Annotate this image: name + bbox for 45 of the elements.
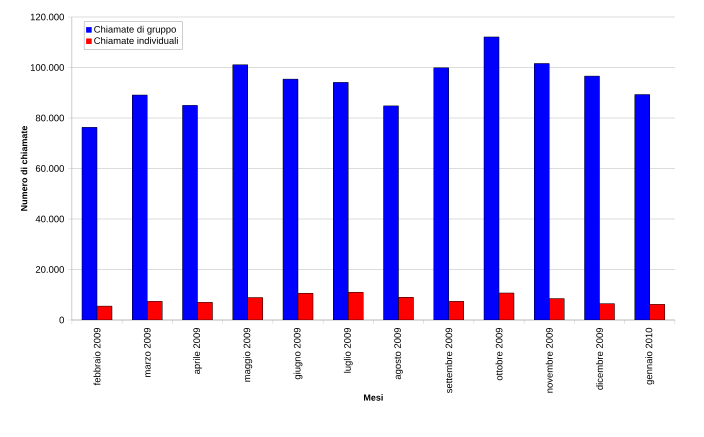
y-tick-label: 100.000 [30,64,64,71]
y-axis-title: Numero di chiamate [20,126,28,211]
x-tick-label: aprile 2009 [193,328,202,374]
y-tick-label: 0 [59,316,64,324]
bar [182,105,198,320]
y-tick-label: 40.000 [36,216,64,222]
bar [348,292,364,320]
x-tick-label: ottobre 2009 [496,328,502,380]
bar [383,106,399,320]
bar [333,82,349,320]
bar [298,292,314,320]
bar [398,297,414,320]
bar [484,36,500,320]
legend-label: Chiamate di gruppo [94,26,176,35]
x-tick-label: gennaio 2010 [645,328,654,384]
y-tick-label: 20.000 [36,266,64,273]
bar [147,301,162,320]
bar [248,297,264,320]
legend-label: Chiamate individuali [94,37,178,44]
bar [282,78,298,320]
x-tick-label: novembre 2009 [546,328,553,393]
x-tick-label: febbraio 2009 [94,328,100,386]
bar [82,127,98,320]
y-tick-label: 120.000 [30,14,64,20]
x-tick-label: marzo 2009 [144,328,151,377]
y-tick-label: 80.000 [36,114,64,122]
x-tick-label: dicembre 2009 [596,328,603,390]
x-tick-label: agosto 2009 [394,328,403,380]
bar [132,94,148,320]
bar [634,94,650,320]
y-tick-label: 60.000 [36,165,64,172]
bar [534,63,550,320]
bar [584,76,600,320]
x-tick-label: settembre 2009 [445,328,452,394]
x-tick-label: maggio 2009 [243,328,252,382]
x-axis-title: Mesi [364,394,383,401]
x-tick-label: giugno 2009 [294,328,302,380]
bar [448,301,464,320]
bar [232,64,248,320]
bar [498,292,514,320]
bar [650,304,666,320]
bar [197,302,213,320]
x-tick-label: luglio 2009 [344,328,353,373]
bar [549,298,565,320]
bar [434,68,450,320]
